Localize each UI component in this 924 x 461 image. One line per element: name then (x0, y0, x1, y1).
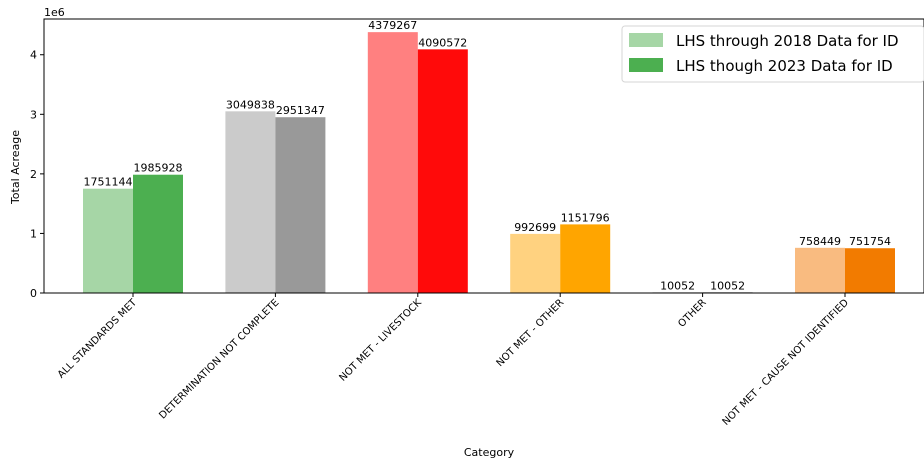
legend-label-2018: LHS through 2018 Data for ID (676, 32, 899, 50)
bar-label-s1-0: 1985928 (134, 162, 183, 175)
x-tick-label-1: DETERMINATION NOT COMPLETE (157, 297, 281, 421)
bar-label-s0-4: 10052 (660, 279, 695, 292)
bar-s0-0 (83, 188, 133, 293)
x-tick-label-2: NOT MET - LIVESTOCK (337, 297, 424, 384)
bar-s1-5 (845, 248, 895, 293)
bar-s1-2 (417, 49, 468, 293)
plot-frame (43, 18, 924, 294)
bar-s0-5 (795, 247, 845, 293)
bar-label-s1-4: 10052 (710, 279, 745, 292)
bar-label-s1-2: 4090572 (418, 36, 467, 49)
legend-swatch-2018 (629, 33, 663, 47)
bar-s1-3 (560, 224, 611, 293)
bar-label-s0-5: 758449 (799, 235, 841, 248)
x-tick-label-4: OTHER (676, 297, 708, 329)
bar-label-s0-2: 4379267 (368, 19, 417, 32)
x-tick-label-0: ALL STANDARDS MET (56, 297, 140, 381)
bar-label-s1-1: 2951347 (276, 104, 325, 117)
y-tick-label-0: 0 (30, 287, 37, 300)
legend-swatch-2023 (629, 58, 663, 72)
legend-label-2023: LHS though 2023 Data for ID (676, 57, 893, 75)
y-axis-label: Total Acreage (9, 130, 22, 205)
bar-label-s0-3: 992699 (514, 221, 556, 234)
bars-group (83, 32, 895, 293)
y-tick-label-1: 1 (30, 227, 37, 240)
bar-s0-3 (510, 233, 561, 293)
x-axis-label: Category (464, 446, 515, 459)
bar-s0-2 (367, 32, 418, 293)
bar-label-s0-0: 1751144 (84, 176, 133, 189)
bar-label-s1-5: 751754 (849, 235, 891, 248)
bar-label-s0-1: 3049838 (226, 98, 275, 111)
bar-s1-1 (275, 117, 326, 293)
bar-s1-0 (133, 174, 183, 293)
x-tick-label-3: NOT MET - OTHER (495, 297, 567, 369)
y-tick-label-3: 3 (30, 108, 37, 121)
y-tick-label-4: 4 (30, 49, 37, 62)
legend: LHS through 2018 Data for ID LHS though … (621, 25, 924, 83)
y-offset-text: 1e6 (44, 6, 65, 19)
x-ticks-group: ALL STANDARDS MET DETERMINATION NOT COMPL… (56, 293, 851, 428)
legend-box (621, 25, 924, 83)
bar-label-s1-3: 1151796 (561, 211, 610, 224)
y-ticks-group: 0 1 2 3 4 (30, 49, 44, 300)
x-tick-label-5: NOT MET - CAUSE NOT IDENTIFIED (721, 297, 852, 428)
bar-s0-1 (225, 111, 276, 293)
y-tick-label-2: 2 (30, 168, 37, 181)
